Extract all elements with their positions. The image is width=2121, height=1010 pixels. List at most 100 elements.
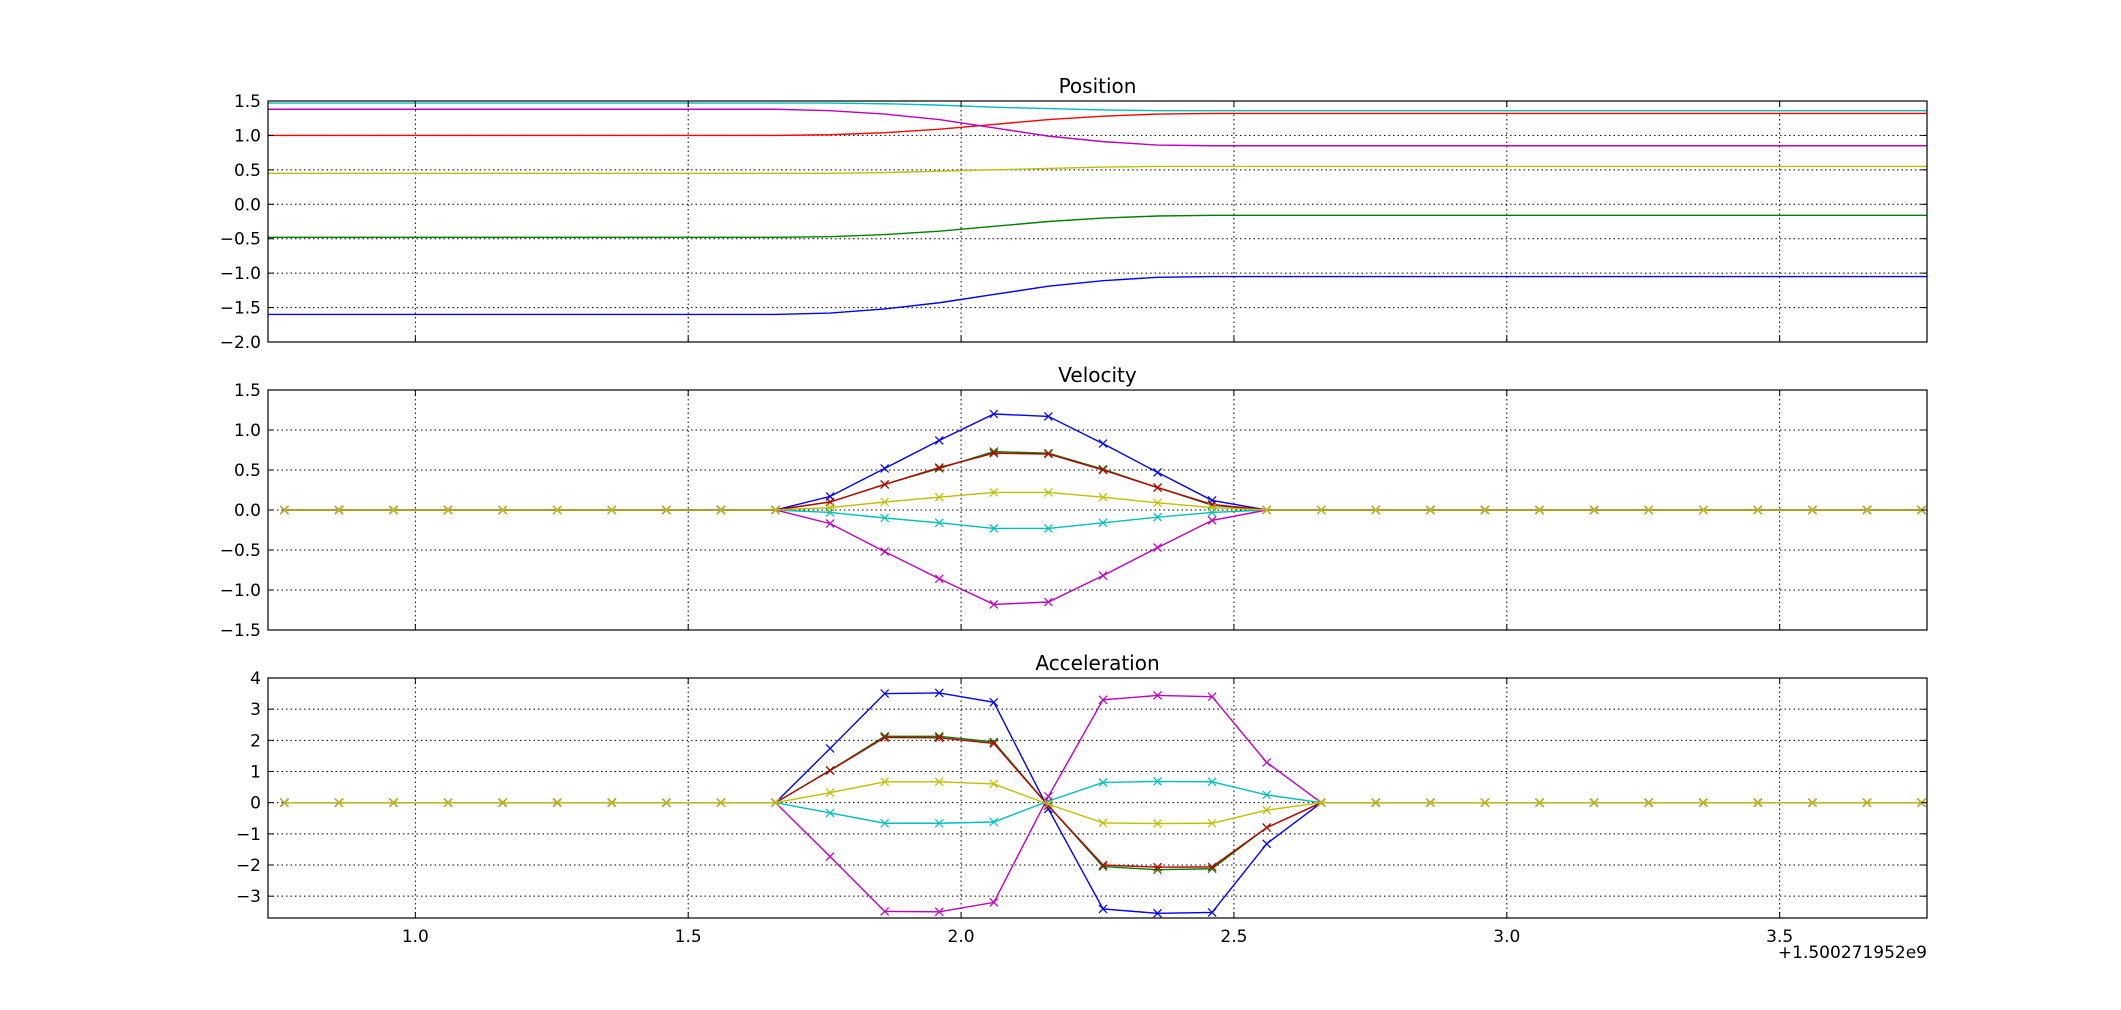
acceleration-y-tick-label: 1	[250, 763, 261, 783]
velocity-series-4-point	[1153, 512, 1162, 522]
position-grid	[268, 101, 1927, 342]
velocity-series-6-point	[1644, 505, 1654, 515]
acceleration-series-5-point	[1262, 758, 1272, 767]
velocity-series-6-point	[1316, 505, 1326, 515]
velocity-series-6-point	[443, 505, 453, 515]
acceleration-axes-frame	[267, 677, 1928, 919]
acceleration-series-2-point	[1207, 864, 1217, 874]
acceleration-series-6-point	[1807, 798, 1817, 808]
position-title: Position	[1059, 74, 1137, 98]
acceleration-series-6-point	[1753, 798, 1763, 808]
velocity-series-5-point	[825, 519, 835, 529]
velocity-series-6-point	[1807, 505, 1817, 515]
acceleration-series-5-point	[989, 897, 999, 907]
position-y-tick-label: −1.5	[220, 299, 261, 319]
acceleration-series-6-point	[498, 798, 508, 808]
acceleration-series-6-point	[1589, 798, 1599, 808]
velocity-panel: Velocity −1.5 −1.0 −0.5 0.0 0.5 1.0 1.5	[220, 363, 1928, 641]
velocity-y-tick-label: −0.5	[220, 541, 261, 561]
velocity-series-6-point	[1371, 505, 1381, 515]
acceleration-series-6-point	[1480, 798, 1490, 808]
acceleration-series-6-point	[1535, 798, 1544, 808]
acceleration-y-tick-label: −2	[236, 856, 261, 876]
velocity-series-5-point	[989, 599, 999, 609]
velocity-series-6-point	[1480, 505, 1490, 515]
velocity-series-5-point	[1098, 571, 1108, 581]
velocity-series-3-point	[1153, 483, 1162, 493]
acceleration-series-5-point	[1153, 691, 1162, 700]
acceleration-series-3-point	[1207, 862, 1217, 872]
velocity-series-6-point	[1535, 505, 1544, 515]
velocity-series-1-point	[934, 435, 944, 445]
velocity-series-6-point	[1207, 503, 1217, 513]
acceleration-series-5-point	[934, 907, 944, 917]
acceleration-series-2-point	[1098, 862, 1108, 871]
velocity-series-6-point	[607, 505, 617, 515]
acceleration-series-6-point	[880, 777, 890, 787]
acceleration-series-3-point	[1153, 862, 1162, 872]
acceleration-series-3-point	[1098, 860, 1108, 870]
acceleration-series-4-point	[1098, 777, 1108, 787]
acceleration-x-tick-label: 3.0	[1493, 927, 1520, 947]
velocity-series-6-point	[1589, 505, 1599, 515]
velocity-series-6-point	[1698, 505, 1708, 515]
velocity-series-6-point	[1862, 505, 1872, 515]
acceleration-series-6-point	[716, 798, 726, 808]
x-axis-offset-label: +1.500271952e9	[1778, 943, 1927, 963]
velocity-title: Velocity	[1058, 363, 1137, 387]
acceleration-y-tick-label: 3	[250, 700, 261, 720]
acceleration-panel: Acceleration −3 −2 −1 0 1 2 3 4 1.0 1.5 2.0 2.5 3.0 3…	[236, 651, 1928, 947]
acceleration-series-5-point	[825, 852, 835, 862]
acceleration-series-6-point	[1153, 819, 1162, 828]
acceleration-series-6-point	[1207, 818, 1217, 828]
velocity-series-6-point	[989, 487, 999, 497]
position-axes-frame	[267, 100, 1928, 343]
velocity-series-6-point	[334, 505, 344, 515]
velocity-series-6-point	[934, 492, 944, 502]
position-y-tick-label: 1.0	[234, 126, 261, 146]
acceleration-x-tick-label: 2.5	[1220, 927, 1247, 947]
velocity-series-5-point	[1207, 515, 1217, 525]
velocity-series-6-point	[1153, 498, 1162, 508]
acceleration-series-2-point	[934, 731, 944, 741]
velocity-series-3-point	[880, 479, 890, 489]
acceleration-y-tick-label: 2	[250, 731, 261, 751]
acceleration-series-1-point	[825, 744, 835, 753]
velocity-series-6-point	[1753, 505, 1763, 515]
position-y-tick-label: 0.5	[234, 161, 261, 181]
velocity-series-6-point	[279, 505, 289, 515]
acceleration-series-6-point	[1862, 798, 1872, 808]
velocity-series-1-point	[989, 409, 999, 419]
acceleration-series-6-point	[661, 798, 671, 808]
velocity-series-3-point	[1098, 465, 1108, 475]
acceleration-series-1-point	[989, 697, 999, 707]
velocity-series-4-point	[880, 513, 890, 523]
acceleration-y-tick-label: 0	[250, 794, 261, 814]
acceleration-series-1-point	[934, 688, 944, 698]
position-series-group	[268, 101, 1927, 316]
position-series-1-line	[268, 275, 1927, 316]
acceleration-series-6-point	[989, 779, 999, 789]
velocity-series-6-point	[1043, 487, 1053, 497]
velocity-series-3-point	[934, 463, 944, 473]
acceleration-series-group	[279, 688, 1926, 918]
velocity-series-5-point	[880, 547, 890, 557]
position-y-tick-label: −0.5	[220, 230, 261, 250]
acceleration-series-1-point	[880, 689, 890, 699]
acceleration-series-3-point	[880, 733, 890, 742]
velocity-series-6-point	[552, 505, 562, 515]
acceleration-series-6-point	[279, 798, 289, 808]
acceleration-series-6-point	[825, 788, 835, 798]
position-panel: Position −2.0 −1.5 −1.0 −0.5 0.0 0.5 1.0 1.5	[220, 74, 1928, 353]
velocity-series-5-point	[934, 574, 944, 584]
acceleration-series-6-point	[934, 777, 944, 787]
acceleration-series-5-point	[1207, 692, 1217, 702]
acceleration-series-4-point	[1262, 790, 1272, 800]
position-series-3-line	[268, 112, 1927, 137]
velocity-series-1-point	[880, 463, 890, 473]
velocity-series-group	[279, 409, 1926, 609]
velocity-series-6-point	[825, 503, 835, 513]
acceleration-series-6-point	[389, 798, 398, 808]
